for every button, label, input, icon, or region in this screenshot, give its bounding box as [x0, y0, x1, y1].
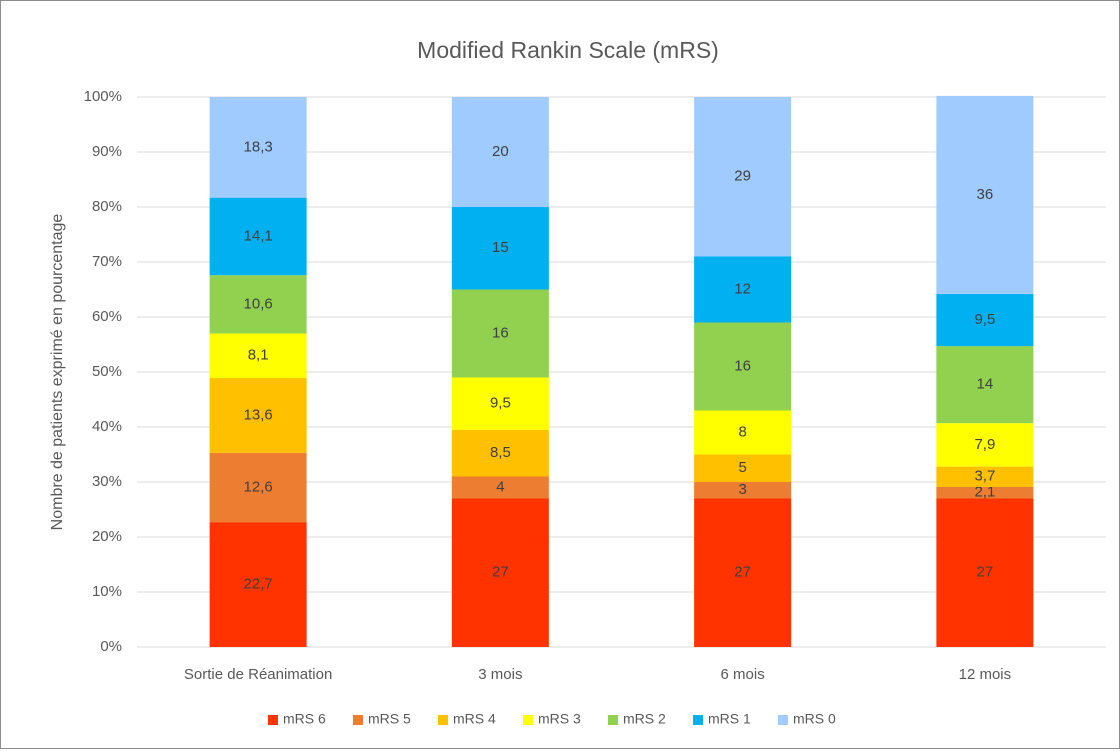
y-axis-title: Nombre de patients exprimé en pourcentag… — [49, 214, 66, 531]
x-tick-label: Sortie de Réanimation — [184, 666, 332, 683]
bar-segment — [209, 333, 307, 379]
data-label: 7,9 — [974, 436, 995, 453]
bar-segment — [694, 256, 792, 323]
legend-label: mRS 4 — [453, 711, 496, 727]
data-label: 12 — [734, 280, 751, 297]
bar-segment — [209, 378, 307, 453]
data-label: 29 — [734, 168, 751, 185]
data-label: 13,6 — [244, 406, 273, 423]
bar-segment — [451, 476, 549, 499]
bar-segment — [209, 452, 307, 523]
bar-segment — [936, 346, 1034, 424]
data-label: 27 — [492, 564, 509, 581]
y-tick-label: 100% — [84, 88, 122, 105]
data-label: 12,6 — [244, 478, 273, 495]
data-label: 5 — [738, 459, 746, 476]
bar-segment — [451, 377, 549, 430]
bar-segment — [451, 97, 549, 207]
bar-segment — [936, 293, 1034, 347]
y-tick-label: 70% — [92, 253, 122, 270]
y-tick-label: 0% — [100, 638, 122, 655]
legend-swatch — [523, 715, 533, 725]
bar-segment — [936, 423, 1034, 467]
data-label: 36 — [977, 186, 994, 203]
legend-swatch — [268, 715, 278, 725]
legend-label: mRS 6 — [283, 711, 326, 727]
legend-swatch — [608, 715, 618, 725]
x-tick-label: 3 mois — [478, 666, 522, 683]
data-label: 4 — [496, 478, 504, 495]
bar-segment — [209, 197, 307, 276]
bar-segment — [694, 454, 792, 482]
data-label: 8,1 — [248, 347, 269, 364]
bar-segment — [451, 289, 549, 378]
bar-segment — [694, 482, 792, 499]
data-label: 9,5 — [974, 311, 995, 328]
bar-segment — [694, 498, 792, 647]
data-label: 27 — [977, 564, 994, 581]
bar-segment — [209, 522, 307, 647]
bar-segment — [936, 486, 1034, 499]
y-tick-label: 50% — [92, 363, 122, 380]
bar-segment — [694, 322, 792, 411]
data-label: 16 — [734, 357, 751, 374]
bar-segment — [936, 498, 1034, 647]
bar-segment — [209, 275, 307, 334]
data-label: 8 — [738, 423, 746, 440]
data-label: 20 — [492, 143, 509, 160]
data-label: 14,1 — [244, 227, 273, 244]
bar-segment — [451, 429, 549, 477]
data-label: 10,6 — [244, 295, 273, 312]
y-tick-label: 90% — [92, 143, 122, 160]
y-tick-label: 80% — [92, 198, 122, 215]
data-label: 22,7 — [244, 576, 273, 593]
y-tick-label: 60% — [92, 308, 122, 325]
data-label: 3,7 — [974, 468, 995, 485]
y-tick-label: 10% — [92, 583, 122, 600]
legend-swatch — [353, 715, 363, 725]
legend-label: mRS 2 — [623, 711, 666, 727]
bar-segment — [451, 498, 549, 647]
legend-swatch — [438, 715, 448, 725]
data-label: 9,5 — [490, 395, 511, 412]
data-label: 3 — [738, 481, 746, 498]
y-tick-label: 30% — [92, 473, 122, 490]
data-label: 18,3 — [244, 138, 273, 155]
y-tick-label: 20% — [92, 528, 122, 545]
data-label: 2,1 — [974, 484, 995, 501]
data-label: 15 — [492, 239, 509, 256]
bar-segment — [936, 466, 1034, 487]
bar-segment — [694, 410, 792, 455]
x-tick-label: 6 mois — [721, 666, 765, 683]
bar-segment — [936, 95, 1034, 294]
legend-swatch — [778, 715, 788, 725]
data-label: 16 — [492, 324, 509, 341]
data-label: 8,5 — [490, 444, 511, 461]
bar-segment — [451, 207, 549, 290]
y-tick-label: 40% — [92, 418, 122, 435]
legend-swatch — [693, 715, 703, 725]
legend-label: mRS 5 — [368, 711, 411, 727]
x-tick-label: 12 mois — [959, 666, 1012, 683]
data-label: 27 — [734, 564, 751, 581]
legend-label: mRS 0 — [793, 711, 836, 727]
legend-label: mRS 1 — [708, 711, 751, 727]
chart-title: Modified Rankin Scale (mRS) — [417, 37, 719, 63]
bar-segment — [209, 97, 307, 198]
legend-label: mRS 3 — [538, 711, 581, 727]
bar-segment — [694, 97, 792, 257]
data-label: 14 — [977, 376, 994, 393]
